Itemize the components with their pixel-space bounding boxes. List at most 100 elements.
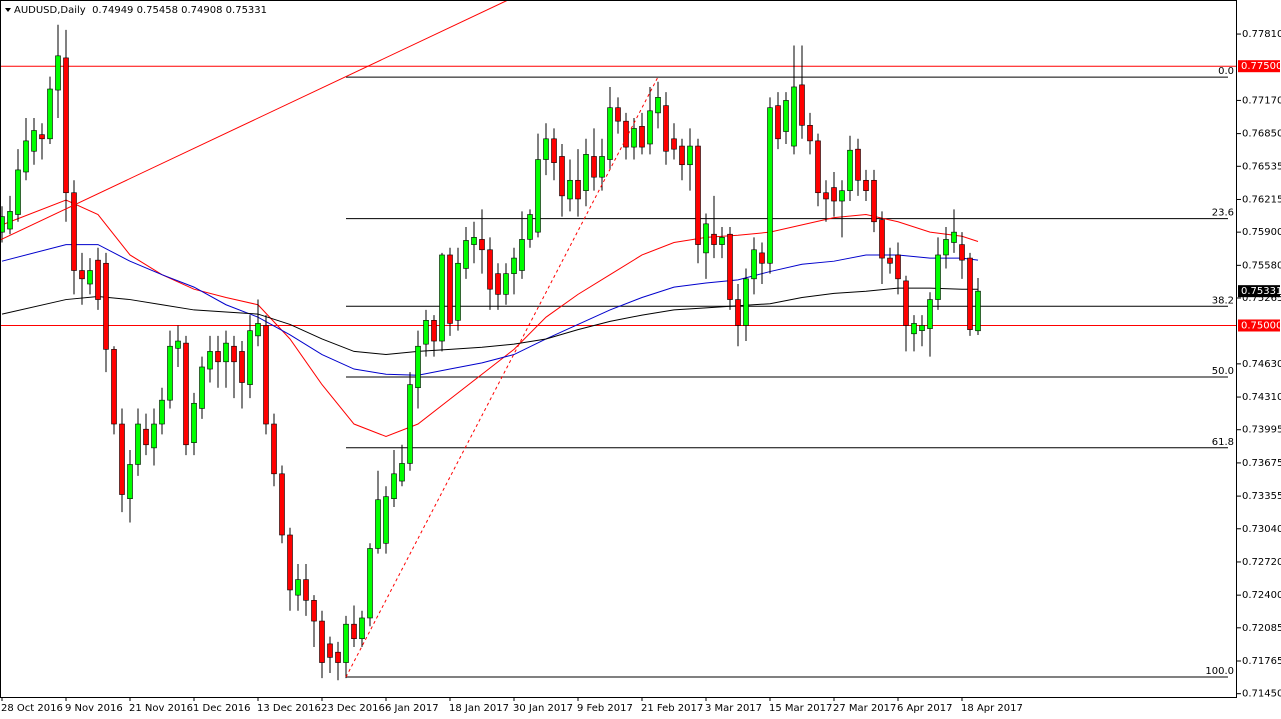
- candle-body: [287, 534, 293, 591]
- candle-body: [167, 345, 173, 401]
- x-tick-label: 3 Mar 2017: [705, 703, 762, 714]
- candle-body: [151, 423, 157, 449]
- candle-body: [951, 231, 957, 243]
- candle-body: [63, 57, 69, 194]
- candle-body: [295, 579, 301, 596]
- candle-body: [359, 617, 365, 640]
- candle-body: [183, 342, 189, 446]
- candle-body: [447, 254, 453, 324]
- x-tick-label: 18 Apr 2017: [961, 703, 1023, 714]
- candle-body: [439, 254, 445, 342]
- plot-area: 0.0 23.6 38.2 50.0 61.8 100.0: [0, 24, 1236, 681]
- candle-body: [239, 351, 245, 383]
- candle-body: [319, 620, 325, 663]
- candle-body: [119, 423, 125, 495]
- candle-body: [823, 192, 829, 200]
- candle-body: [199, 366, 205, 409]
- candle-body: [143, 428, 149, 446]
- candle-body: [559, 156, 565, 197]
- candle-body: [927, 299, 933, 329]
- candle-body: [623, 120, 629, 148]
- x-tick-label: 21 Nov 2016: [129, 703, 193, 714]
- candle-body: [639, 126, 645, 148]
- x-tick-label: 15 Mar 2017: [769, 703, 832, 714]
- candle-body: [175, 340, 181, 349]
- candle-body: [607, 107, 613, 160]
- candle-body: [591, 156, 597, 178]
- candle-body: [919, 325, 925, 331]
- candle-body: [471, 237, 477, 245]
- candle-body: [735, 299, 741, 326]
- trend-line: [0, 0, 509, 241]
- y-tick-label: 0.76535: [1242, 161, 1281, 172]
- candle-body: [7, 211, 13, 230]
- candle-body: [55, 55, 61, 91]
- candle-body: [895, 254, 901, 280]
- y-tick-label: 0.77810: [1242, 29, 1281, 40]
- candle-body: [39, 134, 45, 140]
- candle-body: [703, 223, 709, 254]
- candle-body: [655, 97, 661, 114]
- fibonacci-label: 38.2: [1212, 295, 1234, 306]
- candle-body: [135, 423, 141, 465]
- candle-body: [727, 233, 733, 300]
- candle-body: [463, 240, 469, 269]
- candle-body: [903, 280, 909, 326]
- candle-body: [695, 145, 701, 245]
- candle-body: [935, 254, 941, 300]
- candle-body: [431, 320, 437, 342]
- candle-body: [807, 125, 813, 142]
- candle-body: [343, 623, 349, 663]
- y-tick-label: 0.74310: [1242, 392, 1281, 403]
- price-label-box: [1238, 60, 1280, 73]
- candle-body: [679, 145, 685, 166]
- candle-body: [575, 179, 581, 200]
- candle-body: [871, 179, 877, 223]
- chart-title: AUDUSD,Daily 0.74949 0.75458 0.74908 0.7…: [14, 5, 267, 16]
- price-label: 0.77500: [1241, 61, 1281, 72]
- candle-body: [327, 643, 333, 658]
- candle-body: [535, 159, 541, 233]
- candle-body: [399, 463, 405, 482]
- x-tick-label: 21 Feb 2017: [641, 703, 703, 714]
- candle-body: [0, 216, 5, 233]
- candle-body: [519, 239, 525, 271]
- candle-body: [47, 88, 53, 140]
- title-icon: [5, 8, 11, 12]
- candle-body: [487, 249, 493, 290]
- candle-body: [31, 130, 37, 152]
- y-tick-label: 0.71765: [1242, 656, 1281, 667]
- plot-border: [0, 0, 1237, 698]
- candle-body: [551, 138, 557, 163]
- candle-body: [511, 257, 517, 274]
- candle-body: [391, 473, 397, 499]
- candle-body: [615, 107, 621, 122]
- candle-body: [943, 239, 949, 256]
- x-tick-label: 28 Oct 2016: [1, 703, 63, 714]
- y-tick-label: 0.73040: [1242, 524, 1281, 535]
- x-tick-label: 1 Dec 2016: [193, 703, 251, 714]
- candle-body: [127, 464, 133, 499]
- candle-body: [247, 330, 253, 385]
- y-tick-label: 0.73675: [1242, 458, 1281, 469]
- x-tick-label: 30 Jan 2017: [513, 703, 573, 714]
- candle-body: [815, 140, 821, 194]
- x-tick-label: 6 Apr 2017: [897, 703, 952, 714]
- x-tick-label: 13 Dec 2016: [257, 703, 321, 714]
- candle-body: [103, 262, 109, 350]
- candle-body: [751, 249, 757, 280]
- candle-body: [335, 651, 341, 663]
- candle-body: [647, 110, 653, 145]
- candle-body: [79, 270, 85, 280]
- candle-body: [455, 262, 461, 321]
- y-tick-label: 0.72720: [1242, 557, 1281, 568]
- candle-body: [599, 156, 605, 178]
- fibonacci-label: 50.0: [1212, 366, 1234, 377]
- candle-body: [863, 179, 869, 191]
- candle-body: [231, 345, 237, 363]
- y-tick-label: 0.74630: [1242, 359, 1281, 370]
- candle-body: [743, 278, 749, 326]
- y-tick-label: 0.72085: [1242, 623, 1281, 634]
